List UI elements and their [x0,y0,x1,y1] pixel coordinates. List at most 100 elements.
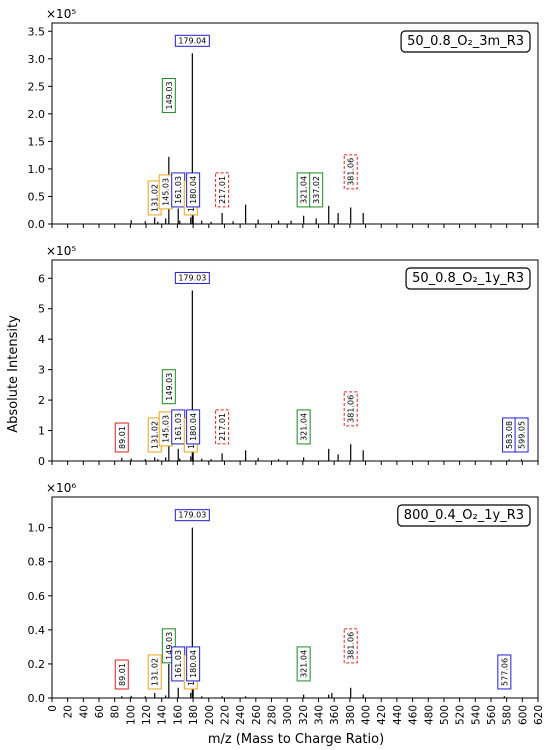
peak-label-321-04: 321.04 [296,172,311,208]
spectra-panels: ×10⁵0.00.51.01.52.02.53.03.550_0.8_O₂_3m… [28,7,546,725]
x-axis-label: m/z (Mass to Charge Ratio) [208,732,384,747]
panel-title-box [405,267,531,290]
peak-label-text: 321.04 [300,413,309,441]
peak-label-box [114,659,129,690]
peak-label-149-03: 149.03 [161,369,176,405]
x-tick-label: 560 [486,705,498,725]
y-tick-label: 0.0 [28,692,46,705]
peak-label-box [296,409,311,445]
peak-label-text: 217.01 [218,413,227,441]
peak-label-text: 149.03 [165,373,174,401]
peak-label-179-03: 179.03 [174,509,210,522]
peak-label-box [497,654,512,690]
panel-title-text: 50_0.8_O₂_3m_R3 [407,34,524,49]
peak-label-89-01: 89.01 [114,422,129,453]
peak-label-217-01: 217.01 [215,409,230,445]
peak-label-box [186,646,201,682]
y-tick-label: 1.0 [28,163,46,176]
peak-label-text: 321.04 [300,176,309,204]
peak-label-box [186,172,201,208]
y-tick-label: 1.5 [28,135,46,148]
peak-label-180-04: 180.04 [186,409,201,445]
x-tick-label: 400 [361,705,373,725]
peak-label-text: 583.08 [505,421,514,449]
peak-label-box [309,172,324,208]
peak-label-text: 89.01 [118,426,127,449]
peak-label-text: 381.06 [347,158,356,186]
spectrum-panel-2: ×10⁵ 0 1 2 3 4 5 6 50_0.8_O₂_1y_R3 179.03 149.03 89… [38,244,539,468]
x-tick-label: 60 [94,705,106,718]
peak-label-box [114,422,129,453]
peak-label-text: 179.03 [178,511,206,520]
panel-title-box [397,504,531,527]
x-tick-label: 300 [282,705,294,725]
x-tick-label: 240 [235,705,247,725]
peak-label-217-01: 217.01 [215,172,230,208]
plot-frame [51,496,539,699]
y-tick-label: 2.5 [28,80,46,93]
spectrum-panel-3: ×10⁶ 0.0 0.2 0.4 0.6 0.8 1.0 0 20 40 60 80 100 120 140… [28,481,546,725]
y-tick-label: 0.8 [28,556,46,569]
x-tick-label: 440 [392,705,404,725]
x-tick-label: 620 [533,705,545,725]
peak-label-text: 179.03 [178,273,206,282]
peak-label-583-08: 583.08 [502,417,517,453]
x-tick-label: 80 [110,705,122,718]
y-tick-label: 2 [38,394,45,407]
y-tick-label: 0.6 [28,590,46,603]
x-tick-label: 120 [141,705,153,725]
y-tick-label: 2.0 [28,108,46,121]
peak-label-180-04: 180.04 [186,646,201,682]
peak-label-text: 321.04 [300,650,309,678]
peak-label-box [147,654,162,690]
x-tick-label: 420 [376,705,388,725]
x-tick-label: 100 [125,705,137,725]
peak-label-145-03: 145.03 [158,174,173,210]
panel-title-text: 800_0.4_O₂_1y_R3 [404,508,524,523]
peak-label-text: 161.03 [174,650,183,678]
peak-label-180-04: 180.04 [186,172,201,208]
plot-frame [51,22,539,225]
peak-label-box [296,646,311,682]
peak-label-145-03: 145.03 [158,411,173,447]
y-tick-label: 6 [38,272,45,285]
peak-label-89-01: 89.01 [114,659,129,690]
peak-label-text: 381.06 [347,632,356,660]
y-exponent-label: ×10⁵ [46,244,76,258]
x-tick-label: 0 [47,705,59,712]
y-tick-label: 0 [38,455,45,468]
peak-label-321-04: 321.04 [296,646,311,682]
peak-label-text: 180.04 [189,176,198,204]
panel-title: 800_0.4_O₂_1y_R3 [397,504,531,527]
peak-label-381-06: 381.06 [343,628,358,664]
peak-label-321-04: 321.04 [296,409,311,445]
panel-title-text: 50_0.8_O₂_1y_R3 [412,271,524,286]
x-tick-label: 160 [172,705,184,725]
y-tick-label: 0.2 [28,658,46,671]
x-tick-label: 280 [266,705,278,725]
spectrum-panel-1: ×10⁵ 0.0 0.5 1.0 1.5 2.0 2.5 3.0 3.5 50_0.8_O₂_3m… [28,7,539,231]
peak-label-box [174,509,210,522]
x-tick-label: 340 [314,705,326,725]
x-tick-label: 360 [329,705,341,725]
y-exponent-label: ×10⁵ [46,7,76,21]
y-tick-label: 3 [38,364,45,377]
y-tick-label: 0.0 [28,218,46,231]
peak-label-text: 337.02 [312,176,321,204]
y-tick-label: 0.5 [28,190,46,203]
y-tick-label: 1 [38,425,45,438]
x-tick-label: 380 [345,705,357,725]
x-tick-label: 260 [251,705,263,725]
peak-label-text: 180.04 [189,413,198,441]
y-tick-label: 5 [38,303,45,316]
x-tick-label: 520 [455,705,467,725]
peak-label-box [215,172,230,208]
x-tick-label: 600 [517,705,529,725]
x-tick-label: 320 [298,705,310,725]
x-tick-label: 460 [408,705,420,725]
peak-label-337-02: 337.02 [309,172,324,208]
peak-label-381-06: 381.06 [343,391,358,427]
peak-label-381-06: 381.06 [343,154,358,190]
peak-label-box [161,369,176,405]
y-tick-label: 1.0 [28,522,46,535]
